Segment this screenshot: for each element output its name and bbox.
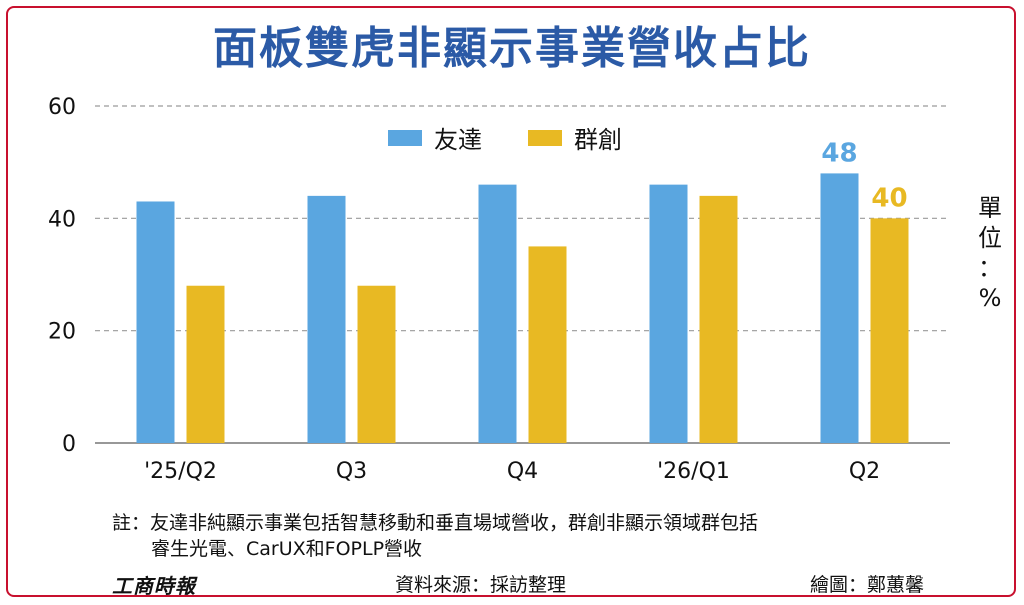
bar-auo-4	[820, 173, 859, 443]
note-line-1: 註：友達非純顯示事業包括智慧移動和垂直場域營收，群創非顯示領域群包括	[112, 512, 759, 534]
bar-innolux-1	[357, 285, 396, 443]
unit-label-char: 位	[978, 224, 1002, 252]
legend-swatch	[388, 130, 422, 146]
x-tick-label: Q2	[849, 459, 880, 484]
grid-lines	[95, 105, 950, 444]
data-label: 40	[871, 183, 907, 213]
bar-innolux-2	[528, 246, 567, 443]
unit-label-char: %	[979, 284, 1002, 312]
y-tick-label: 0	[62, 432, 76, 457]
legend: 友達 群創	[388, 126, 622, 154]
bar-auo-2	[478, 184, 517, 443]
bar-innolux-3	[699, 195, 738, 443]
unit-label-char: 單	[978, 194, 1002, 222]
unit-label-char: ：	[978, 254, 1002, 282]
bar-innolux-0	[186, 285, 225, 443]
x-tick-label: '25/Q2	[144, 459, 217, 484]
publisher-logo: 工商時報	[112, 574, 196, 598]
y-tick-label: 20	[48, 320, 76, 345]
bar-auo-3	[649, 184, 688, 443]
credit-text: 繪圖：鄭蕙馨	[810, 574, 925, 596]
x-tick-label: '26/Q1	[657, 459, 730, 484]
chart-title: 面板雙虎非顯示事業營收占比	[213, 23, 811, 74]
legend-swatch	[528, 130, 562, 146]
y-axis-ticks: 0 20 40 60	[48, 95, 76, 457]
data-labels: 48 40	[821, 138, 907, 213]
note-line-2: 睿生光電、CarUX和FOPLP營收	[151, 538, 423, 560]
unit-label: 單位：%	[978, 194, 1002, 312]
bars	[136, 173, 909, 443]
y-tick-label: 40	[48, 207, 76, 232]
legend-label: 友達	[434, 126, 482, 154]
bar-auo-1	[307, 195, 346, 443]
data-label: 48	[821, 138, 857, 168]
x-tick-label: Q3	[336, 459, 367, 484]
bar-auo-0	[136, 201, 175, 443]
x-tick-label: Q4	[507, 459, 538, 484]
source-text: 資料來源：採訪整理	[395, 574, 567, 596]
legend-label: 群創	[574, 126, 622, 154]
x-axis-labels: '25/Q2 Q3 Q4 '26/Q1 Q2	[144, 459, 880, 484]
bar-innolux-4	[870, 218, 909, 443]
y-tick-label: 60	[48, 95, 76, 120]
